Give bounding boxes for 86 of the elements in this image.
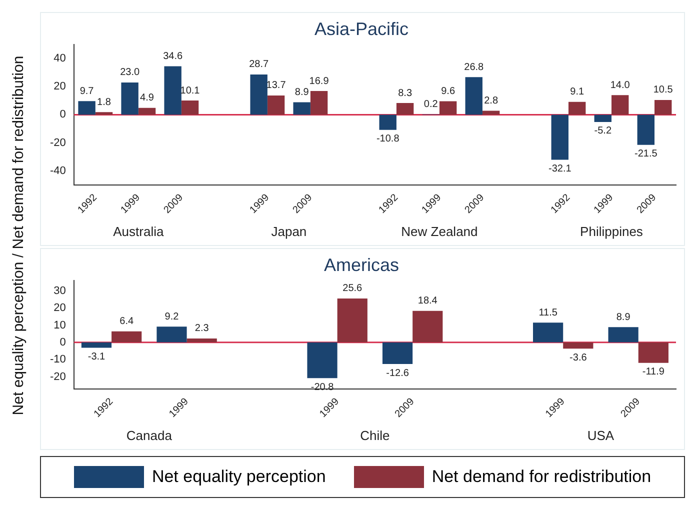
data-label: 26.8 (464, 62, 484, 73)
data-label: 11.5 (538, 307, 558, 318)
text: Chile (360, 428, 390, 444)
data-label: -32.1 (548, 163, 572, 174)
bar (121, 82, 138, 115)
bar (563, 342, 594, 349)
data-label: 9.6 (441, 86, 456, 97)
bar (164, 66, 182, 115)
bar (638, 342, 668, 363)
chart-title: Americas (324, 254, 400, 275)
data-label: 25.6 (342, 283, 363, 294)
data-label: -11.9 (642, 366, 665, 378)
y-tick-label: -10 (50, 354, 66, 366)
text: Japan (271, 224, 307, 240)
data-label: 9.7 (80, 86, 94, 97)
data-label: 9.2 (164, 311, 180, 322)
data-label: -3.1 (88, 351, 106, 362)
data-label: 28.7 (249, 59, 269, 70)
bar (382, 342, 413, 364)
bar (138, 108, 156, 115)
bar (181, 100, 199, 115)
data-label: 34.6 (163, 50, 183, 62)
data-label: 8.3 (398, 88, 412, 99)
y-tick-label: 0 (60, 336, 66, 348)
text: Philippines (580, 224, 644, 240)
data-label: 2.8 (484, 96, 498, 107)
data-label: 9.1 (570, 86, 584, 98)
bar (337, 298, 368, 342)
data-label: 14.0 (610, 80, 630, 91)
bar (307, 342, 338, 378)
y-tick-label: 10 (54, 319, 66, 332)
data-label: -5.2 (594, 126, 612, 137)
bar (267, 95, 285, 115)
data-label: -10.8 (376, 134, 400, 145)
bar (465, 77, 482, 115)
y-tick-label: -20 (50, 370, 66, 383)
bar (533, 322, 564, 342)
bar (439, 101, 457, 115)
bar (608, 327, 638, 342)
bar (396, 103, 414, 115)
bar (594, 114, 612, 122)
bar (95, 112, 113, 115)
bar (654, 100, 672, 115)
data-label: 0.2 (424, 99, 438, 110)
y-tick-label: -40 (50, 164, 66, 177)
bar (156, 326, 187, 342)
data-label: 16.9 (309, 76, 330, 87)
bar (186, 338, 217, 342)
y-tick-label: 20 (54, 302, 66, 314)
bar (379, 114, 396, 130)
bar (310, 91, 328, 115)
data-label: 4.9 (140, 92, 154, 104)
bar (293, 102, 310, 115)
data-label: 8.9 (616, 312, 631, 323)
y-tick-label: -20 (50, 136, 66, 149)
y-axis-title: Net equality perception / Net demand for redistribution (10, 55, 28, 415)
legend-label: Net equality perception (152, 467, 326, 487)
y-tick-label: 20 (54, 80, 66, 93)
bar (568, 102, 586, 115)
bar (412, 310, 443, 342)
bar (551, 114, 568, 160)
data-label: 10.5 (653, 84, 674, 96)
data-label: 18.4 (418, 296, 438, 307)
bar (112, 331, 142, 342)
data-label: -21.5 (634, 148, 658, 160)
bar (611, 95, 629, 115)
data-label: 6.4 (120, 316, 134, 328)
data-label: 8.9 (294, 86, 310, 98)
data-label: 23.0 (120, 67, 140, 78)
data-label: -12.6 (386, 368, 410, 379)
text: Australia (113, 224, 164, 240)
text: Canada (126, 428, 173, 444)
y-tick-label: 30 (54, 284, 66, 297)
text: USA (587, 428, 614, 444)
bar (250, 74, 268, 115)
bar (78, 101, 96, 115)
y-tick-label: 0 (60, 108, 66, 121)
data-label: -3.6 (570, 352, 588, 364)
data-label: 1.8 (97, 96, 112, 108)
legend-label: Net demand for redistribution (432, 467, 652, 487)
text: New Zealand (401, 224, 478, 240)
y-tick-label: 40 (54, 52, 66, 65)
chart-title: Asia-Pacific (314, 18, 409, 39)
bar (637, 114, 654, 145)
bar (81, 342, 112, 348)
data-label: 2.3 (194, 323, 210, 334)
